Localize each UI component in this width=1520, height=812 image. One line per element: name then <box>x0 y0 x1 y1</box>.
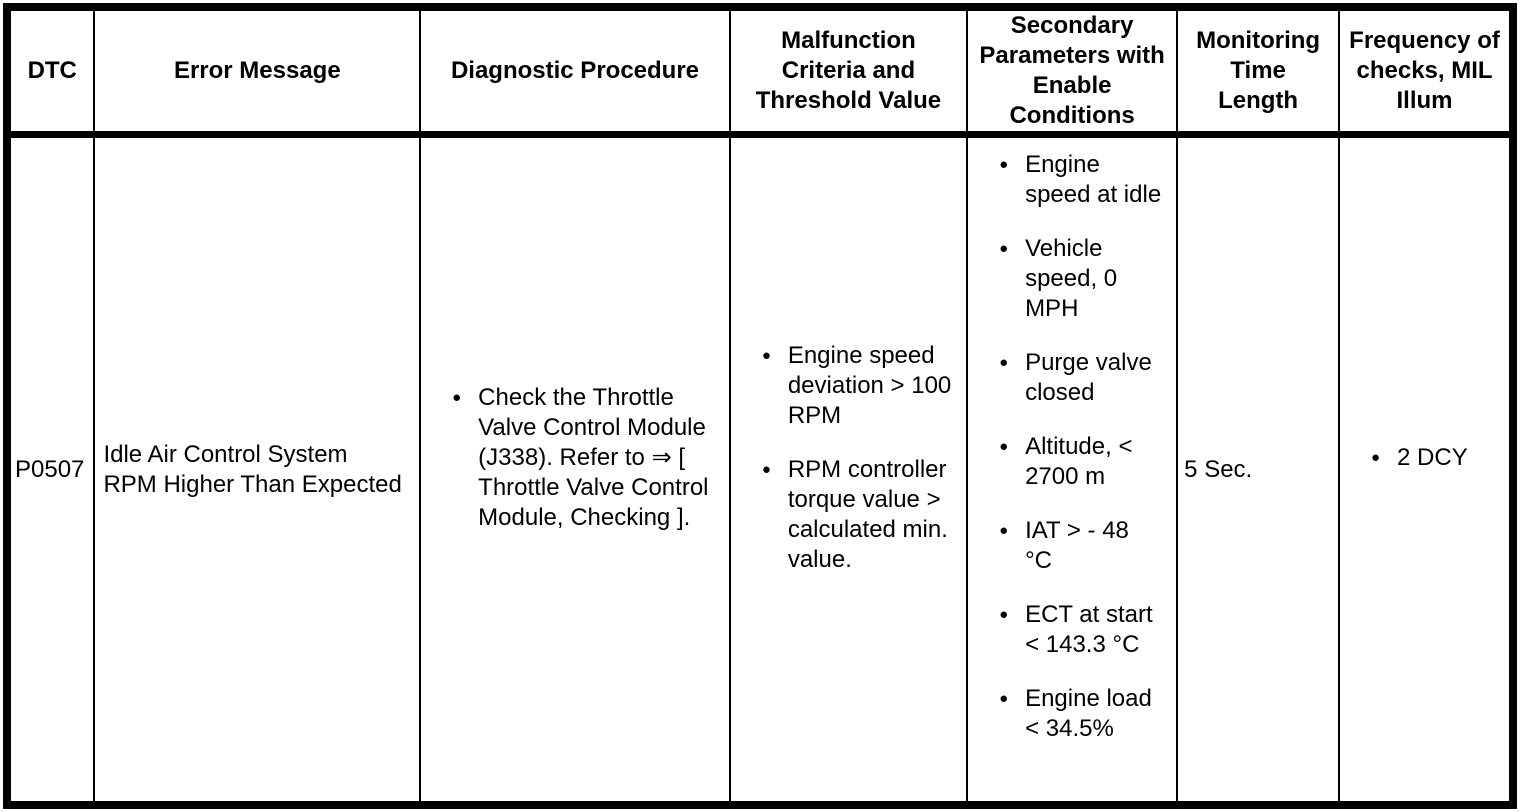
bullet-item: ● Engine speed at idle <box>999 150 1162 210</box>
cell-frequency: ● 2 DCY <box>1338 133 1514 806</box>
bullet-icon: ● <box>999 240 1009 257</box>
col-header-secondary-parameters: Secondary Parameters with Enable Conditi… <box>966 6 1179 138</box>
bullet-item: ● Altitude, < 2700 m <box>999 432 1162 492</box>
frequency-list: ● 2 DCY <box>1341 443 1508 473</box>
bullet-text: Engine load < 34.5% <box>1025 685 1152 742</box>
bullet-item: ● Engine load < 34.5% <box>999 684 1162 744</box>
cell-dtc-code: P0507 <box>5 133 96 806</box>
dtc-table: DTC Error Message Diagnostic Procedure M… <box>3 3 1517 809</box>
bullet-item: ● Check the Throttle Valve Control Module… <box>452 383 716 533</box>
table-row: P0507 Idle Air Control System RPM Higher… <box>5 133 1514 806</box>
col-header-dtc: DTC <box>5 6 96 138</box>
bullet-icon: ● <box>999 438 1009 455</box>
cell-malfunction-criteria: ● Engine speed deviation > 100 RPM ● RPM co… <box>728 133 969 806</box>
bullet-text: Purge valve closed <box>1025 349 1152 406</box>
col-header-malfunction-criteria: Malfunction Criteria and Threshold Value <box>728 6 969 138</box>
bullet-item: ● RPM controller torque value > calculate… <box>762 455 957 575</box>
bullet-text: IAT > - 48 °C <box>1025 517 1129 574</box>
cell-error-message: Idle Air Control System RPM Higher Than … <box>93 133 422 806</box>
bullet-icon: ● <box>999 606 1009 623</box>
bullet-icon: ● <box>999 156 1009 173</box>
secondary-parameters-list: ● Engine speed at idle ● Vehicle speed, 0 M… <box>969 150 1175 744</box>
bullet-item: ● Vehicle speed, 0 MPH <box>999 234 1162 324</box>
bullet-text: Check the Throttle Valve Control Module … <box>478 383 709 531</box>
bullet-item: ● 2 DCY <box>1371 443 1498 473</box>
bullet-text: RPM controller torque value > calculated… <box>787 455 948 573</box>
malfunction-criteria-list: ● Engine speed deviation > 100 RPM ● RPM co… <box>732 341 965 575</box>
col-header-monitoring-time: Monitoring Time Length <box>1176 6 1341 138</box>
bullet-icon: ● <box>761 346 771 364</box>
bullet-text: Engine speed deviation > 100 RPM <box>787 341 952 429</box>
bullet-item: ● IAT > - 48 °C <box>999 516 1162 576</box>
header-row: DTC Error Message Diagnostic Procedure M… <box>5 6 1514 138</box>
bullet-icon: ● <box>999 522 1009 539</box>
cell-secondary-parameters: ● Engine speed at idle ● Vehicle speed, 0 M… <box>966 133 1179 806</box>
bullet-icon: ● <box>452 388 462 406</box>
bullet-icon: ● <box>1371 448 1381 466</box>
bullet-icon: ● <box>999 690 1009 707</box>
bullet-icon: ● <box>999 354 1009 371</box>
cell-monitoring-time: 5 Sec. <box>1176 133 1341 806</box>
bullet-text: 2 DCY <box>1397 443 1468 471</box>
cell-diagnostic-procedure: ● Check the Throttle Valve Control Module… <box>419 133 731 806</box>
diagnostic-procedure-list: ● Check the Throttle Valve Control Module… <box>422 383 728 533</box>
bullet-text: ECT at start < 143.3 °C <box>1025 601 1153 658</box>
col-header-frequency: Frequency of checks, MIL Illum <box>1338 6 1514 138</box>
bullet-item: ● Engine speed deviation > 100 RPM <box>762 341 957 431</box>
bullet-item: ● Purge valve closed <box>999 348 1162 408</box>
col-header-diagnostic-procedure: Diagnostic Procedure <box>419 6 731 138</box>
col-header-error-message: Error Message <box>93 6 422 138</box>
bullet-icon: ● <box>761 460 771 478</box>
bullet-text: Altitude, < 2700 m <box>1025 433 1133 490</box>
bullet-text: Engine speed at idle <box>1025 151 1162 208</box>
bullet-item: ● ECT at start < 143.3 °C <box>999 600 1162 660</box>
bullet-text: Vehicle speed, 0 MPH <box>1025 235 1118 322</box>
